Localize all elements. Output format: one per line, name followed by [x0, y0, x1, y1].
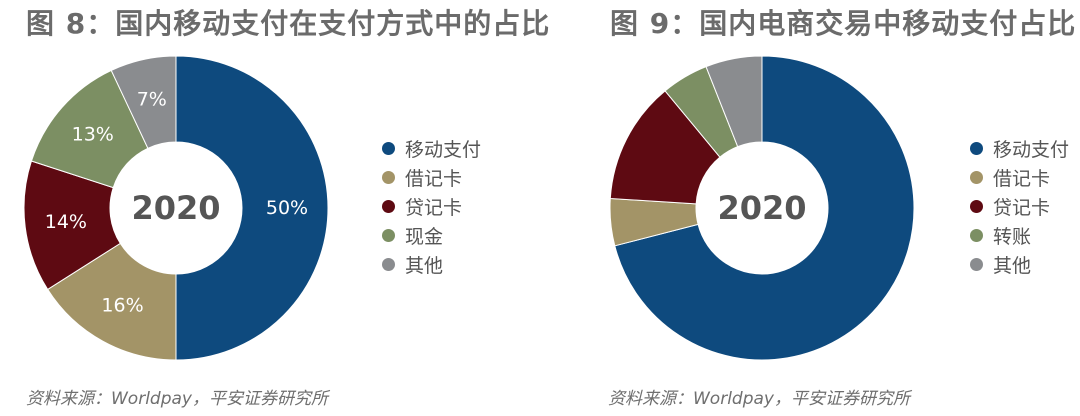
legend-item: 贷记卡 [382, 192, 481, 221]
legend-item: 借记卡 [382, 163, 481, 192]
data-label: 13% [72, 124, 114, 146]
slice-2 [46, 242, 177, 361]
legend-swatch [382, 200, 395, 213]
legend-swatch [382, 258, 395, 271]
legend-item: 贷记卡 [970, 192, 1069, 221]
legend-swatch [970, 200, 983, 213]
legend-swatch [970, 229, 983, 242]
legend-swatch [382, 142, 395, 155]
legend-label: 现金 [405, 226, 444, 248]
legend-label: 移动支付 [993, 139, 1070, 161]
slice-5 [110, 55, 177, 149]
slice-4 [30, 69, 149, 189]
legend-item: 借记卡 [970, 163, 1069, 192]
legend-swatch [970, 142, 983, 155]
legend-swatch [970, 171, 983, 184]
chart-title: 图 8：国内移动支付在支付方式中的占比 [26, 7, 551, 40]
legend-label: 贷记卡 [405, 197, 463, 219]
legend-item: 现金 [382, 221, 481, 250]
donut-chart: 2020 [609, 55, 915, 361]
chart-title: 图 9：国内电商交易中移动支付占比 [610, 7, 1077, 40]
legend-label: 其他 [993, 255, 1032, 277]
data-label: 14% [45, 211, 87, 233]
legend-label: 转账 [993, 226, 1032, 248]
source-note: 资料来源：Worldpay，平安证券研究所 [608, 389, 910, 409]
data-label: 50% [266, 197, 308, 219]
legend-item: 转账 [970, 221, 1069, 250]
center-year-label: 2020 [717, 189, 806, 227]
chart-panel-fig9: 图 9：国内电商交易中移动支付占比 2020 移动支付借记卡贷记卡转账其他 资料… [590, 0, 1080, 416]
donut-chart: 50% 16% 14% 13% 7% 2020 [23, 55, 329, 361]
data-label: 7% [137, 89, 167, 111]
legend-swatch [382, 229, 395, 242]
chart-legend: 移动支付借记卡贷记卡现金其他 [382, 134, 481, 279]
legend-item: 其他 [970, 250, 1069, 279]
legend-label: 其他 [405, 255, 444, 277]
legend-swatch [970, 258, 983, 271]
source-note: 资料来源：Worldpay，平安证券研究所 [26, 389, 328, 409]
slice-1 [175, 55, 329, 361]
legend-label: 移动支付 [405, 139, 482, 161]
legend-label: 贷记卡 [993, 197, 1051, 219]
center-year-label: 2020 [131, 189, 220, 227]
legend-item: 移动支付 [382, 134, 481, 163]
legend-item: 其他 [382, 250, 481, 279]
slice-3 [609, 90, 721, 205]
slice-5 [705, 55, 763, 148]
legend-label: 借记卡 [993, 168, 1051, 190]
chart-legend: 移动支付借记卡贷记卡转账其他 [970, 134, 1069, 279]
legend-swatch [382, 171, 395, 184]
data-label: 16% [101, 294, 143, 316]
slice-1 [614, 55, 915, 361]
chart-panel-fig8: 图 8：国内移动支付在支付方式中的占比 50% 16% 14% 13% 7% 2020 移… [23, 7, 549, 409]
slice-3 [23, 160, 121, 291]
legend-item: 移动支付 [970, 134, 1069, 163]
legend-label: 借记卡 [405, 168, 463, 190]
